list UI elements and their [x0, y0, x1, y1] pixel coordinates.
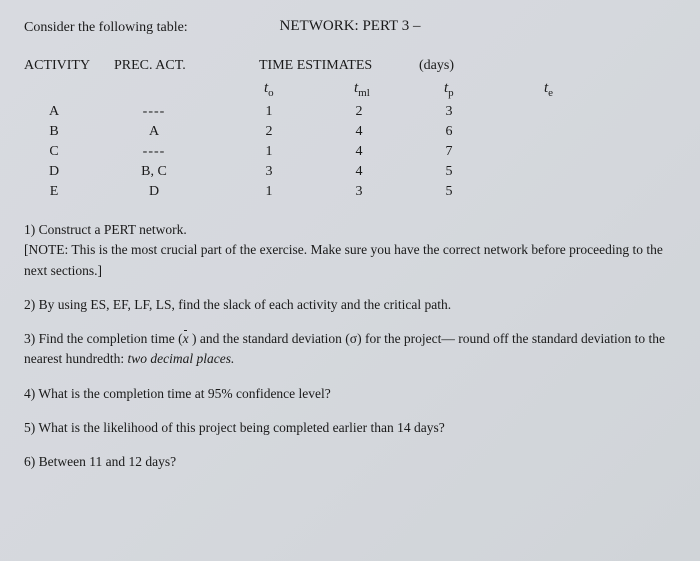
cell-tml: 4	[314, 142, 404, 162]
xbar-symbol: x	[183, 329, 189, 349]
table-row: C ---- 1 4 7	[24, 142, 494, 162]
cell-prec: B, C	[84, 162, 224, 182]
cell-activity: A	[24, 102, 84, 122]
cell-prec: A	[84, 122, 224, 142]
col-activity: ACTIVITY	[24, 58, 90, 74]
question-1: 1) Construct a PERT network. [NOTE: This…	[24, 220, 676, 281]
q3-part-d: decimal places.	[147, 351, 234, 366]
table-row: E D 1 3 5	[24, 182, 494, 202]
table-row: D B, C 3 4 5	[24, 162, 494, 182]
cell-activity: B	[24, 122, 84, 142]
question-5: 5) What is the likelihood of this projec…	[24, 418, 676, 438]
cell-to: 1	[224, 182, 314, 202]
cell-tml: 2	[314, 102, 404, 122]
sym-to: to	[264, 80, 274, 99]
consider-text: Consider the following table:	[24, 20, 188, 35]
cell-tp: 7	[404, 142, 494, 162]
cell-prec: ----	[84, 142, 224, 162]
question-4: 4) What is the completion time at 95% co…	[24, 384, 676, 404]
cell-to: 1	[224, 142, 314, 162]
col-time: TIME ESTIMATES	[259, 58, 372, 74]
cell-tml: 4	[314, 162, 404, 182]
q1-line1: 1) Construct a PERT network.	[24, 222, 187, 237]
sym-te: te	[544, 80, 553, 99]
q1-note: [NOTE: This is the most crucial part of …	[24, 242, 663, 277]
table-row: A ---- 1 2 3	[24, 102, 494, 122]
cell-activity: C	[24, 142, 84, 162]
q3-two: two	[127, 351, 147, 366]
cell-prec: D	[84, 182, 224, 202]
question-2: 2) By using ES, EF, LF, LS, find the sla…	[24, 295, 676, 315]
cell-tp: 6	[404, 122, 494, 142]
sym-tml: tml	[354, 80, 370, 99]
q3-part-a: 3) Find the completion time (	[24, 331, 183, 346]
cell-prec: ----	[84, 102, 224, 122]
cell-tml: 3	[314, 182, 404, 202]
cell-tml: 4	[314, 122, 404, 142]
cell-activity: E	[24, 182, 84, 202]
cell-tp: 5	[404, 162, 494, 182]
cell-to: 1	[224, 102, 314, 122]
col-days: (days)	[419, 58, 454, 74]
question-3: 3) Find the completion time (x ) and the…	[24, 329, 676, 370]
table-row: B A 2 4 6	[24, 122, 494, 142]
col-prec: PREC. ACT.	[114, 58, 186, 74]
page-title: NETWORK: PERT 3 –	[280, 18, 421, 35]
cell-to: 3	[224, 162, 314, 182]
cell-activity: D	[24, 162, 84, 182]
cell-tp: 3	[404, 102, 494, 122]
cell-tp: 5	[404, 182, 494, 202]
sym-tp: tp	[444, 80, 454, 99]
question-6: 6) Between 11 and 12 days?	[24, 452, 676, 472]
pert-table: A ---- 1 2 3 B A 2 4 6 C ---- 1 4 7 D B,…	[24, 102, 494, 202]
cell-to: 2	[224, 122, 314, 142]
